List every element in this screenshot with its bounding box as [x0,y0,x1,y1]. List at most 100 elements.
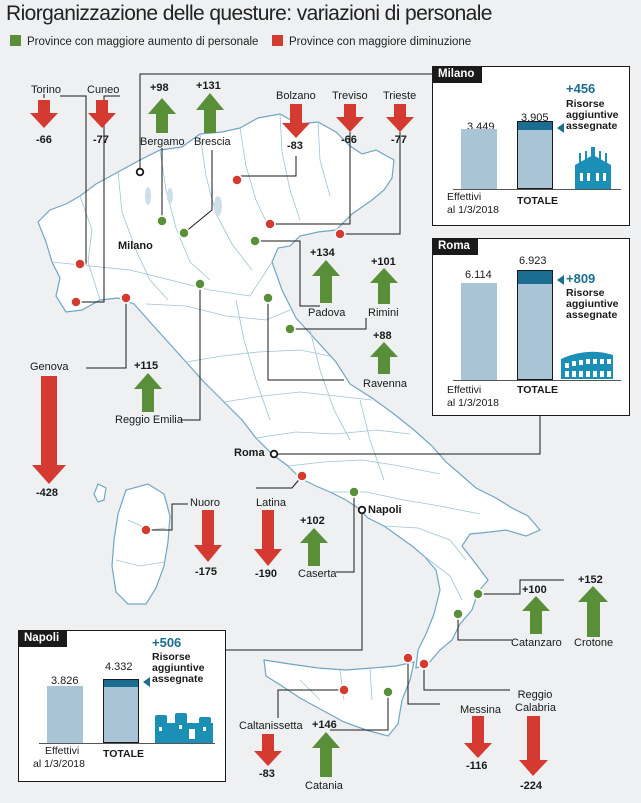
napoli-pointer-icon [143,677,150,687]
dot-roma [269,449,279,459]
roma-res-1: Risorse [566,287,605,299]
napoli-totale-value: 4.332 [105,661,133,673]
leader-lines [43,73,564,731]
leader-catanzaro [457,614,512,641]
corsica [93,483,107,503]
dot-caltanissetta [338,684,350,696]
dot-genova [120,292,132,304]
dot-catanzaro [452,608,464,620]
label-messina: Messina [460,704,501,716]
arrow-genova [32,376,66,484]
arrow-caltanissetta [254,734,282,766]
leader-napoli-box [224,510,363,651]
label-roma: Roma [234,447,265,459]
leader-caltanissetta [277,689,344,718]
label-torino: Torino [31,84,61,96]
label-latina: Latina [256,497,286,509]
dot-catania [382,686,394,698]
arrow-brescia [196,93,224,133]
castel-nuovo-icon [155,713,213,743]
value-latina: -190 [255,568,278,580]
leader-padova [255,240,320,307]
box-roma: Roma 6.114 6.923 +809 Risorse aggiuntive… [432,238,630,416]
value-bergamo: +98 [150,82,169,94]
dot-cuneo [70,296,82,308]
leader-catania [330,692,389,731]
arrow-reggio-emilia [134,373,162,412]
dot-reggio-calabria [418,658,430,670]
arrow-catania [312,732,340,777]
page-title: Riorganizzazione delle questure: variazi… [6,2,492,25]
label-bergamo: Bergamo [140,136,185,148]
milano-res-3: assegnate [566,120,618,132]
duomo-milano-icon [575,147,611,189]
green-square-icon [10,35,21,46]
dot-padova [249,235,261,247]
value-ravenna: +88 [373,330,392,342]
value-crotone: +152 [578,574,603,586]
label-milano: Milano [118,240,153,252]
box-milano-tab: Milano [432,66,483,83]
value-rimini: +101 [371,256,396,268]
dot-brescia [178,227,190,239]
arrow-ravenna [370,342,398,374]
napoli-added-bar [104,680,138,687]
value-reggio-calabria: -224 [520,780,543,792]
label-trieste: Trieste [383,90,417,102]
box-napoli: Napoli 3.826 4.332 +506 Risorse aggiunti… [18,630,226,782]
milano-totale-label: TOTALE [517,195,559,207]
value-cuneo: -77 [93,134,109,146]
label-bolzano: Bolzano [276,90,316,102]
value-brescia: +131 [196,80,221,92]
napoli-totale-bar [103,679,139,743]
label-catanzaro: Catanzaro [511,637,562,649]
dot-latina [296,470,308,482]
dot-bergamo [156,215,168,227]
leader-nuoro [146,503,188,531]
italy-mainland [37,113,541,669]
roma-totale-value: 6.923 [519,255,547,267]
arrow-reggio-calabria [519,716,548,776]
label-catania: Catania [305,780,343,792]
dot-nuoro [140,524,152,536]
sicily [263,659,415,737]
label-caserta: Caserta [298,568,337,580]
roma-res-3: assegnate [566,309,618,321]
value-treviso: -66 [341,134,357,146]
dot-torino [74,258,86,270]
milano-added-bar [518,122,552,130]
leader-caserta [336,492,355,573]
label-genova: Genova [30,361,69,373]
value-messina: -116 [466,760,488,772]
milano-effettivi-label-2: al 1/3/2018 [447,204,499,216]
value-torino: -66 [36,134,52,146]
sardinia [111,483,171,605]
label-ravenna: Ravenna [363,378,408,390]
legend-decrease-label: Province con maggiore diminuzione [289,36,472,48]
label-napoli: Napoli [368,504,402,516]
dot-ravenna [262,292,274,304]
leader-cuneo [76,95,120,303]
arrow-messina [464,716,492,758]
lakes [145,187,222,216]
value-bolzano: -83 [287,140,303,152]
napoli-effettivi-bar [47,686,83,743]
arrow-torino [30,100,58,128]
box-milano: Milano 3.449 3.905 +456 Risorse aggiunti… [432,66,630,226]
arrow-latina [254,510,282,566]
dot-crotone [472,588,484,600]
red-square-icon [272,35,283,46]
value-caserta: +102 [300,515,325,527]
milano-effettivi-label-1: Effettivi [447,191,482,203]
napoli-effettivi-label-2: al 1/3/2018 [33,758,85,770]
dot-treviso [264,218,276,230]
leader-crotone [478,579,564,595]
value-reggio-emilia: +115 [134,360,159,372]
value-caltanissetta: -83 [259,768,275,780]
napoli-added-value: +506 [152,635,182,650]
legend-decrease: Province con maggiore diminuzione [272,35,471,48]
leader-genova [86,298,127,369]
napoli-baseline [39,743,215,744]
leader-trieste [340,132,401,235]
